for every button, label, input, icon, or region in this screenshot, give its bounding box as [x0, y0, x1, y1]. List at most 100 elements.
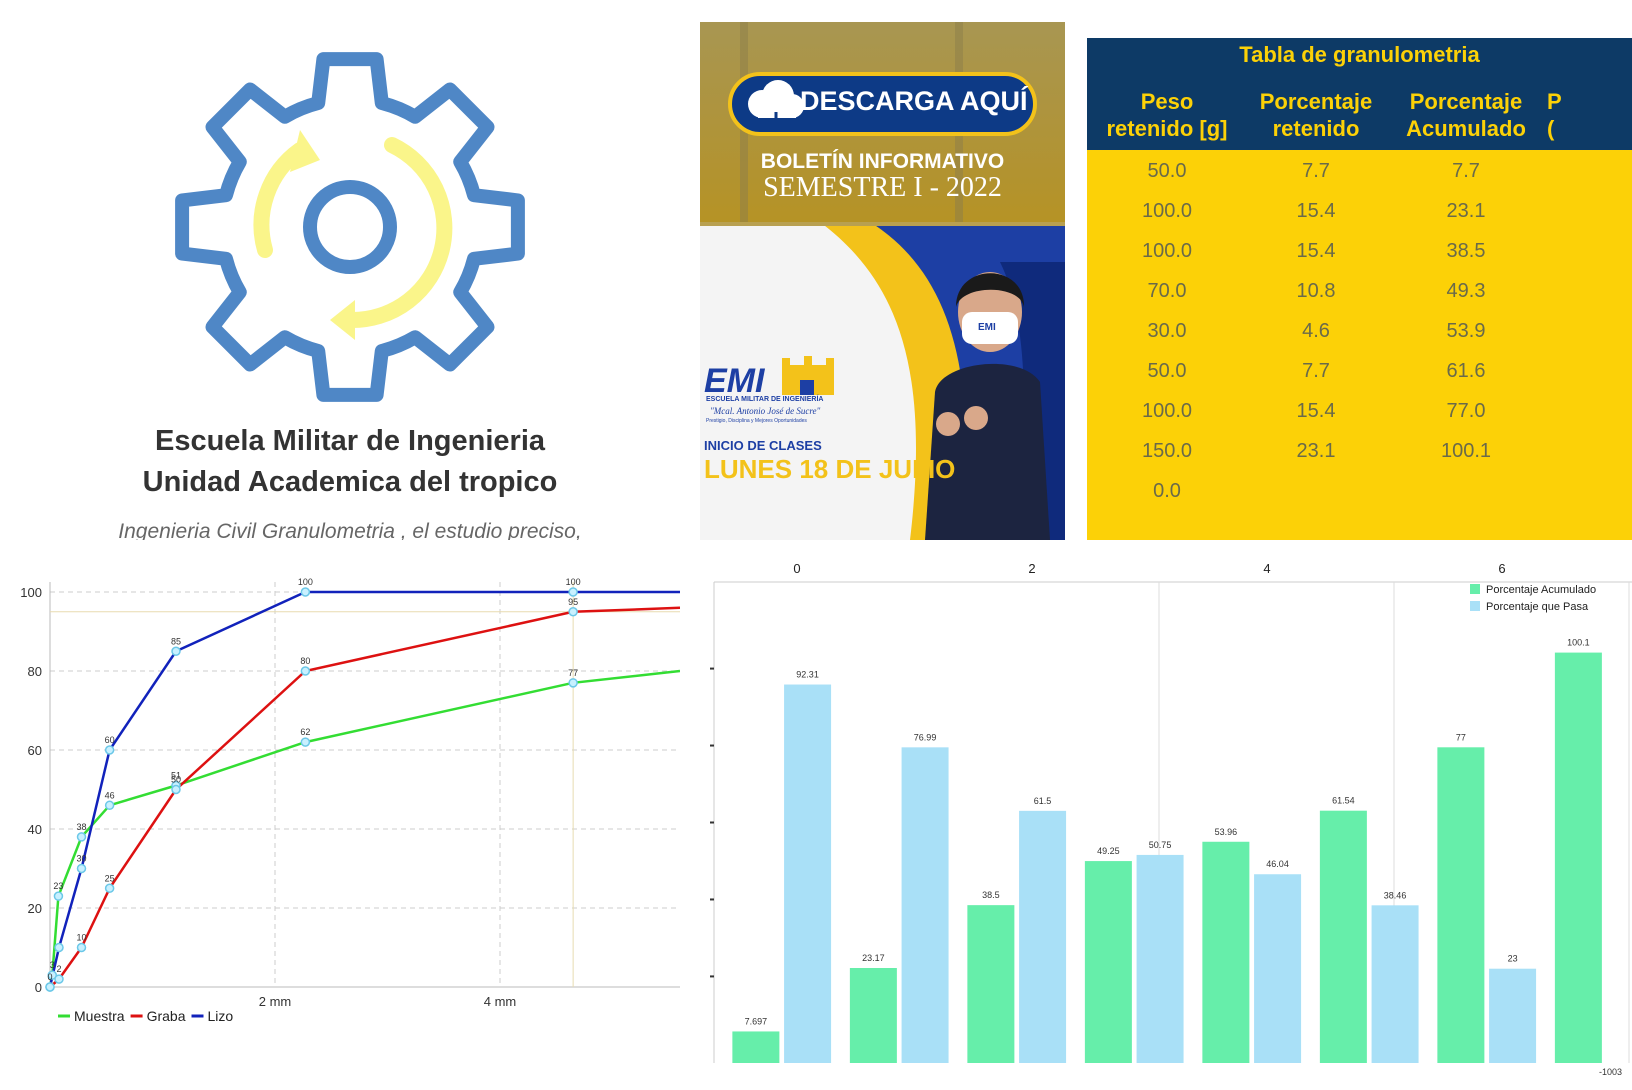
- logo-panel: Escuela Militar de Ingenieria Unidad Aca…: [0, 0, 660, 540]
- legend-label: Muestra: [74, 1008, 125, 1024]
- y-tick-label: 20: [28, 901, 42, 916]
- legend-label: Lizo: [208, 1008, 234, 1024]
- table-title: Tabla de granulometria: [1239, 42, 1480, 67]
- classes-start-label: INICIO DE CLASES: [704, 438, 822, 453]
- student-photo: [925, 272, 1050, 540]
- bar-label: 49.25: [1097, 846, 1120, 856]
- table-column-header: Peso retenido [g]: [1092, 88, 1242, 142]
- data-label: 77: [568, 668, 578, 678]
- data-label: 30: [76, 854, 86, 864]
- bar-label: 46.04: [1266, 859, 1289, 869]
- table-column-header: Porcentaje retenido: [1241, 88, 1391, 142]
- bar: [784, 684, 832, 1063]
- legend-label: Porcentaje que Pasa: [1486, 601, 1589, 613]
- x-tick-label: 2: [1028, 561, 1035, 576]
- table-cell: 53.9: [1446, 320, 1486, 342]
- bar-label: 53.96: [1215, 827, 1238, 837]
- table-cell: 23.1: [1296, 440, 1336, 462]
- table-cell: 38.5: [1446, 240, 1486, 262]
- bar-label: 7.697: [745, 1016, 768, 1026]
- school-slogan: Prestigio, Disciplina y Mejores Oportuni…: [706, 418, 807, 424]
- table-cell: 15.4: [1296, 200, 1336, 222]
- data-point: [104, 800, 115, 811]
- data-point: [300, 666, 311, 676]
- download-button[interactable]: DESCARGA AQUÍ: [800, 86, 1028, 116]
- header-text: (: [1547, 116, 1555, 141]
- data-label: 100: [298, 577, 313, 587]
- data-point: [104, 745, 115, 755]
- table-column-header: P(: [1547, 88, 1632, 142]
- data-point: [171, 646, 181, 656]
- data-point: [568, 678, 578, 688]
- bar-label: 77: [1456, 732, 1466, 742]
- data-label: 10: [76, 933, 86, 943]
- bar: [732, 1031, 780, 1063]
- data-point: [300, 737, 311, 747]
- header-text: Acumulado: [1406, 116, 1526, 141]
- bulletin-heading: BOLETÍN INFORMATIVO: [760, 150, 1005, 173]
- school-title-line2: Unidad Academica del tropico: [142, 466, 558, 498]
- bar-label: 100.1: [1567, 638, 1590, 648]
- table-cell: 100.0: [1141, 240, 1193, 262]
- x-tick-label: 6: [1498, 561, 1505, 576]
- series-line-lizo: [48, 590, 680, 988]
- table-cell: 150.0: [1141, 440, 1193, 462]
- data-label: 95: [568, 597, 578, 607]
- data-label: 3: [50, 960, 55, 970]
- data-label: 85: [171, 636, 181, 646]
- data-point: [47, 970, 57, 980]
- y-tick-label: 0: [35, 980, 42, 995]
- table-cell: 15.4: [1296, 400, 1336, 422]
- data-point: [104, 883, 115, 893]
- table-cell: 70.0: [1147, 280, 1187, 302]
- table-cell: 7.7: [1452, 160, 1480, 182]
- granulometry-table: Tabla de granulometria Peso retenido [g] P…: [1087, 38, 1632, 540]
- school-subtitle: Ingenieria Civil Granulometria , el estu…: [118, 520, 582, 540]
- data-label: 46: [105, 790, 115, 800]
- table-cell: 100.1: [1440, 440, 1492, 462]
- bar: [1202, 841, 1250, 1063]
- header-text: retenido [g]: [1106, 116, 1228, 141]
- cloud-download-icon: [748, 80, 804, 133]
- emi-castle-icon: [782, 356, 834, 395]
- data-point: [54, 974, 64, 984]
- table-cell: 4.6: [1302, 320, 1330, 342]
- bar: [1254, 874, 1302, 1063]
- mask-text: EMI: [978, 322, 996, 333]
- y-tick-label: 40: [28, 822, 42, 837]
- bar-label: 23.17: [862, 953, 885, 963]
- bar: [1019, 810, 1067, 1063]
- x-tick-label: 4: [1263, 561, 1270, 576]
- table-cell: 100.0: [1141, 200, 1193, 222]
- bar: [967, 905, 1015, 1063]
- data-point: [76, 832, 87, 842]
- percentage-bar-chart: 0 2 4 6 7.697 92.31 23.17 76.99 38.5 61.5 49.25 50.…: [710, 561, 1632, 1077]
- school-title-line1: Escuela Militar de Ingenieria: [154, 425, 546, 457]
- x-tick-label: 2 mm: [259, 994, 292, 1009]
- data-label: 2: [56, 964, 61, 974]
- semester-heading: SEMESTRE I - 2022: [763, 172, 1002, 203]
- bar-label: 92.31: [796, 670, 819, 680]
- bar-label: 38.5: [982, 890, 1000, 900]
- data-label: 0: [47, 972, 52, 982]
- table-cell: 77.0: [1446, 400, 1486, 422]
- data-point: [568, 587, 578, 597]
- legend-swatch: [1470, 584, 1480, 594]
- table-cell: 0.0: [1153, 480, 1181, 502]
- classes-start-date: LUNES 18 DE JULIO: [704, 454, 956, 484]
- table-cell: 7.7: [1302, 160, 1330, 182]
- bulletin-poster[interactable]: DESCARGA AQUÍ BOLETÍN INFORMATIVO SEMEST…: [700, 22, 1065, 540]
- data-label: 50: [171, 775, 181, 785]
- bar: [1489, 968, 1537, 1063]
- bar: [849, 968, 897, 1063]
- data-label: 51: [171, 771, 181, 781]
- bar-label: 23: [1508, 954, 1518, 964]
- school-motto: "Mcal. Antonio José de Sucre": [710, 406, 821, 416]
- bar-label: 76.99: [914, 732, 937, 742]
- refresh-arrows-icon: [253, 130, 453, 340]
- corner-label: -1003: [1599, 1067, 1622, 1077]
- data-point: [568, 607, 578, 617]
- bar: [1084, 861, 1132, 1063]
- bar-label: 61.5: [1034, 796, 1052, 806]
